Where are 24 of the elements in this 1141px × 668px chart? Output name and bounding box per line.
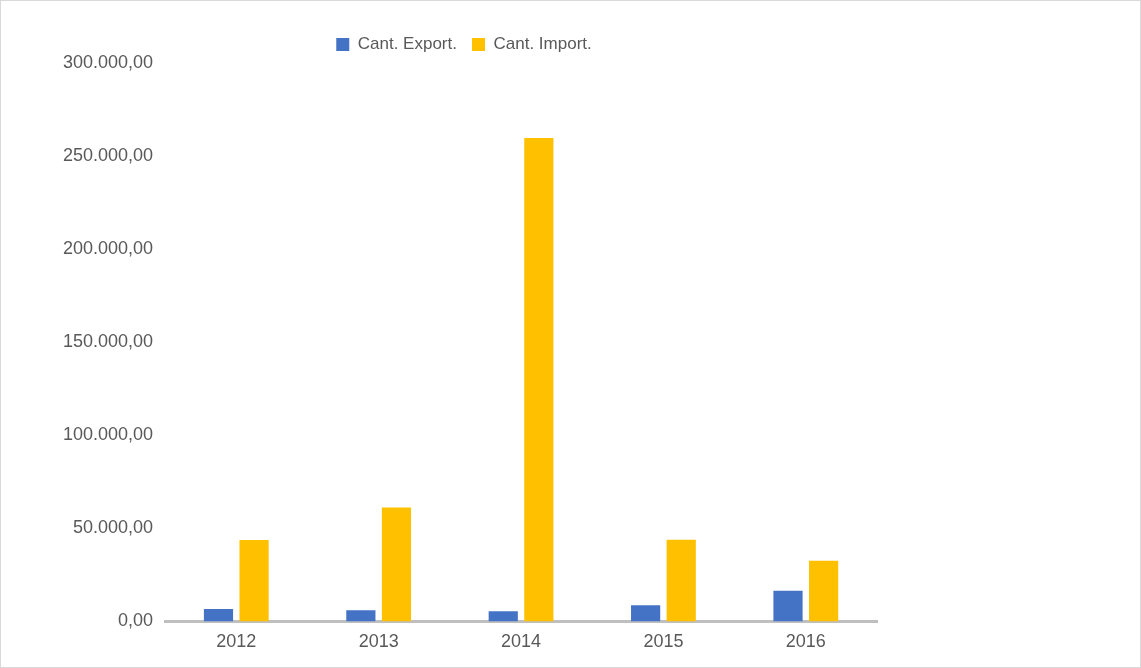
bar: [381, 507, 412, 622]
y-tick-label: 200.000,00: [62, 238, 154, 259]
legend-label: Cant. Export.: [357, 34, 457, 54]
bar: [239, 540, 269, 622]
x-tick-label: 2012: [216, 631, 257, 652]
x-tick-label: 2016: [785, 631, 826, 652]
bar: [631, 605, 661, 622]
bar: [809, 560, 839, 622]
x-tick-label: 2013: [358, 631, 399, 652]
bar: [773, 590, 803, 622]
bar: [666, 539, 696, 622]
bar: [203, 608, 234, 622]
legend-label: Cant. Import.: [493, 34, 592, 54]
x-tick-label: 2015: [643, 631, 684, 652]
y-tick-label: 50.000,00: [73, 517, 154, 538]
y-tick-label: 0,00: [118, 610, 154, 631]
y-tick-label: 300.000,00: [62, 51, 154, 72]
y-tick-label: 150.000,00: [62, 331, 154, 352]
y-tick-label: 100.000,00: [62, 424, 154, 445]
bar: [488, 611, 518, 622]
y-tick-label: 250.000,00: [62, 145, 154, 166]
x-tick-label: 2014: [501, 631, 542, 652]
bar: [346, 610, 376, 622]
bar: [524, 138, 554, 622]
